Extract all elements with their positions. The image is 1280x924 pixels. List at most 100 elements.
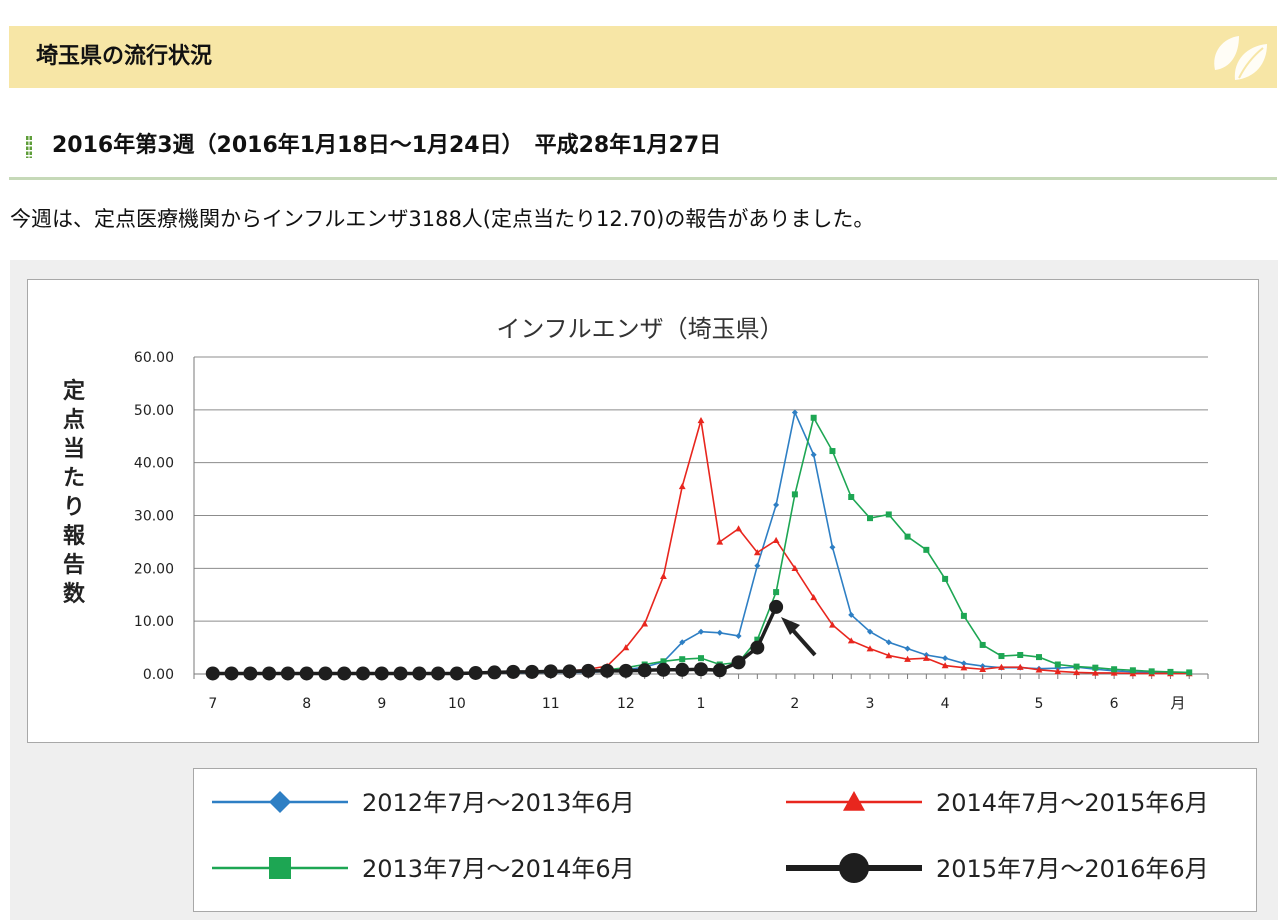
data-point — [773, 589, 780, 596]
data-point — [618, 663, 633, 678]
data-point — [867, 515, 873, 522]
data-point — [923, 546, 930, 553]
data-point — [979, 665, 987, 672]
data-point — [998, 663, 1005, 670]
data-point — [716, 538, 724, 545]
data-point — [1186, 669, 1193, 676]
legend-marker — [843, 791, 865, 811]
data-point — [1054, 661, 1061, 668]
data-point — [431, 666, 446, 681]
data-point — [754, 636, 761, 643]
data-point — [525, 664, 539, 679]
x-month-label: 12 — [617, 696, 635, 712]
data-point — [1129, 667, 1136, 674]
data-point — [773, 501, 780, 508]
data-point — [904, 655, 911, 662]
series-line — [212, 415, 1190, 675]
y-axis-label-char: 当 — [63, 437, 85, 462]
data-point — [716, 629, 723, 636]
x-month-label: 10 — [448, 696, 466, 712]
y-tick-label: 30.00 — [134, 509, 174, 525]
legend-label: 2013年7月～2014年6月 — [362, 855, 635, 883]
y-tick-label: 20.00 — [134, 561, 174, 577]
data-point — [885, 652, 893, 659]
data-point — [412, 666, 427, 681]
data-point — [698, 655, 704, 662]
data-point — [318, 666, 333, 681]
section-title: 埼玉県の流行状況 — [36, 44, 213, 69]
data-point — [1016, 663, 1024, 670]
data-point — [712, 663, 727, 678]
x-month-label: 3 — [866, 696, 875, 712]
data-point — [791, 491, 798, 498]
data-point — [679, 639, 686, 646]
x-month-label: 9 — [377, 696, 386, 712]
data-point — [885, 511, 892, 518]
y-axis-label-char: 告 — [63, 553, 85, 578]
data-point — [942, 655, 949, 662]
data-point — [750, 640, 765, 655]
data-point — [847, 637, 855, 644]
data-point — [731, 655, 746, 670]
data-point — [848, 611, 855, 618]
y-tick-label: 60.00 — [134, 350, 174, 366]
data-point — [885, 639, 892, 646]
data-point — [641, 620, 649, 627]
data-point — [1092, 664, 1099, 671]
legend-label: 2012年7月～2013年6月 — [362, 789, 635, 817]
data-point — [941, 662, 949, 669]
y-tick-label: 0.00 — [143, 667, 174, 683]
data-point — [356, 666, 370, 681]
series-line — [212, 420, 1190, 675]
data-point — [735, 525, 742, 532]
data-point — [280, 666, 295, 681]
legend-marker — [839, 853, 869, 883]
legend-marker — [269, 791, 291, 813]
x-month-label: 6 — [1110, 696, 1119, 712]
data-point — [660, 658, 667, 665]
data-point — [224, 666, 239, 681]
data-point — [769, 599, 784, 614]
data-point — [979, 641, 986, 648]
data-point — [299, 666, 314, 681]
data-point — [678, 483, 686, 490]
data-point — [637, 663, 652, 678]
y-tick-label: 10.00 — [134, 614, 174, 630]
data-point — [694, 662, 708, 677]
data-point — [754, 562, 761, 569]
data-point — [656, 662, 671, 677]
data-point — [1073, 663, 1080, 670]
data-point — [581, 663, 596, 678]
data-point — [791, 409, 798, 416]
data-point — [449, 666, 464, 681]
week-heading-text: 2016年第3週（2016年1月18日～1月24日） 平成28年1月27日 — [52, 133, 722, 158]
data-point — [697, 417, 705, 424]
x-month-label: 8 — [302, 696, 311, 712]
data-point — [922, 654, 930, 661]
x-month-label: 1 — [697, 696, 706, 712]
data-point — [866, 645, 874, 652]
data-point — [600, 663, 615, 678]
week-heading: 2016年第3週（2016年1月18日～1月24日） 平成28年1月27日 — [24, 128, 1274, 164]
series-line — [212, 606, 778, 676]
section-header: 埼玉県の流行状況 — [9, 26, 1277, 88]
leaf-icon — [1214, 36, 1267, 80]
y-tick-label: 40.00 — [134, 456, 174, 472]
legend-marker — [269, 857, 291, 879]
legend-label: 2015年7月～2016年6月 — [936, 855, 1209, 883]
data-point — [998, 653, 1005, 660]
y-axis-label-char: 定 — [63, 378, 85, 404]
data-point — [904, 645, 911, 652]
data-point — [622, 644, 630, 651]
data-point — [205, 666, 220, 681]
data-point — [1111, 666, 1118, 673]
report-text: 今週は、定点医療機関からインフルエンザ3188人(定点当たり12.70)の報告が… — [10, 207, 875, 231]
data-point — [543, 664, 558, 679]
data-point — [960, 664, 968, 671]
data-point — [1036, 654, 1042, 661]
y-axis-label-char: り — [63, 495, 85, 520]
legend-panel — [193, 768, 1257, 912]
data-point — [1035, 666, 1043, 673]
data-point — [698, 628, 704, 635]
